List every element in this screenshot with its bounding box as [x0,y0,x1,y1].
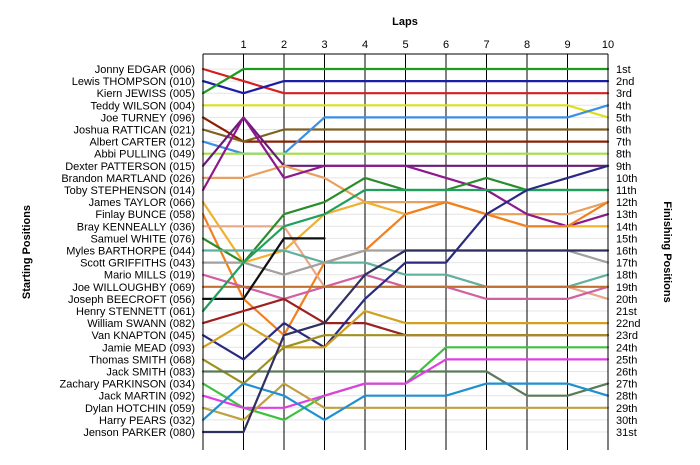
lap-tick-label: 7 [483,39,489,51]
finishing-label: 15th [616,233,637,245]
finishing-label: 5th [616,112,631,124]
finishing-label: 28th [616,391,637,403]
lap-tick-label: 3 [321,39,327,51]
lap-tick-label: 10 [602,39,614,51]
starting-label: Joe TURNEY (096) [101,112,195,124]
finishing-label: 18th [616,270,637,282]
finishing-label: 6th [616,125,631,137]
finishing-label: 31st [616,427,637,439]
finishing-label: 26th [616,367,637,379]
driver-position-line [201,67,610,95]
driver-position-line [201,334,610,385]
starting-label: Jenson PARKER (080) [83,427,195,439]
starting-label: William SWANN (082) [87,318,195,330]
finishing-label: 13th [616,209,637,221]
starting-label: Dylan HOTCHIN (059) [85,403,195,415]
starting-label: Jack SMITH (083) [106,367,195,379]
driver-position-line [201,79,610,95]
chart-title: Laps [392,16,418,28]
driver-position-line [201,116,610,228]
lap-tick-label: 6 [443,39,449,51]
starting-label: Scott GRIFFITHS (043) [80,258,195,270]
finishing-label: 24th [616,342,637,354]
finishing-label: 11th [616,185,637,197]
left-axis-title: Starting Positions [21,205,33,299]
starting-label: Toby STEPHENSON (014) [64,185,195,197]
starting-label: Mario MILLS (019) [104,270,195,282]
starting-label: Henry STENNETT (061) [76,306,195,318]
finishing-labels: 1st2nd3rd4th5th6th7th8th9th10th11th12th1… [616,64,640,439]
finishing-label: 7th [616,137,631,149]
driver-position-line [201,382,610,421]
finishing-label: 30th [616,415,637,427]
starting-label: Zachary PARKINSON (034) [59,379,195,391]
driver-position-line [201,104,610,119]
finishing-label: 25th [616,354,637,366]
lap-tick-label: 4 [362,39,368,51]
starting-label: Kiern JEWISS (005) [97,88,195,100]
starting-label: James TAYLOR (066) [89,197,195,209]
starting-label: Albert CARTER (012) [89,137,195,149]
driver-position-line [201,309,610,349]
right-axis-title: Finishing Positions [661,201,673,302]
starting-label: Abbi PULLING (049) [94,149,195,161]
lap-tick-label: 1 [240,39,246,51]
starting-label: Joseph BEECROFT (056) [68,294,195,306]
finishing-label: 2nd [616,76,634,88]
lap-tick-label: 8 [524,39,530,51]
driver-position-line [201,164,610,216]
finishing-label: 3rd [616,88,632,100]
finishing-label: 23rd [616,330,638,342]
lap-tick-label: 2 [281,39,287,51]
finishing-label: 16th [616,246,637,258]
driver-position-line [201,237,326,300]
finishing-label: 27th [616,379,637,391]
starting-label: Brandon MARTLAND (026) [61,173,195,185]
starting-label: Joshua RATTICAN (021) [74,125,195,137]
finishing-label: 17th [616,258,637,270]
driver-position-line [201,116,610,143]
starting-label: Harry PEARS (032) [99,415,195,427]
driver-position-line [201,382,610,421]
finishing-label: 9th [616,161,631,173]
driver-position-line [201,67,610,95]
starting-label: Jamie MEAD (093) [102,342,195,354]
starting-label: Myles BARTHORPE (044) [66,246,195,258]
starting-labels: Jonny EDGAR (006)Lewis THOMPSON (010)Kie… [59,64,195,439]
finishing-label: 21st [616,306,637,318]
position-lines [201,67,610,434]
finishing-label: 20th [616,294,637,306]
starting-label: Jonny EDGAR (006) [95,64,195,76]
finishing-label: 1st [616,64,631,76]
driver-position-line [201,358,610,409]
lap-tick-label: 5 [402,39,408,51]
starting-label: Thomas SMITH (068) [89,354,195,366]
finishing-label: 10th [616,173,637,185]
finishing-label: 22nd [616,318,640,330]
finishing-label: 4th [616,100,631,112]
starting-label: Dexter PATTERSON (015) [65,161,195,173]
driver-position-line [201,128,610,143]
finishing-label: 12th [616,197,637,209]
finishing-label: 19th [616,282,637,294]
driver-position-line [201,201,610,337]
driver-position-line [201,188,610,313]
starting-label: Jack MARTIN (092) [99,391,195,403]
driver-position-line [201,370,610,397]
finishing-label: 29th [616,403,637,415]
starting-label: Samuel WHITE (076) [90,233,195,245]
lap-tick-label: 9 [564,39,570,51]
starting-label: Bray KENNEALLY (036) [77,221,195,233]
finishing-label: 8th [616,149,631,161]
driver-position-line [201,164,610,361]
finishing-label: 14th [616,221,637,233]
starting-label: Teddy WILSON (004) [90,100,195,112]
starting-label: Lewis THOMPSON (010) [72,76,195,88]
driver-position-line [201,249,610,434]
starting-label: Finlay BUNCE (058) [95,209,195,221]
starting-label: Van KNAPTON (045) [91,330,195,342]
starting-label: Joe WILLOUGHBY (069) [72,282,195,294]
